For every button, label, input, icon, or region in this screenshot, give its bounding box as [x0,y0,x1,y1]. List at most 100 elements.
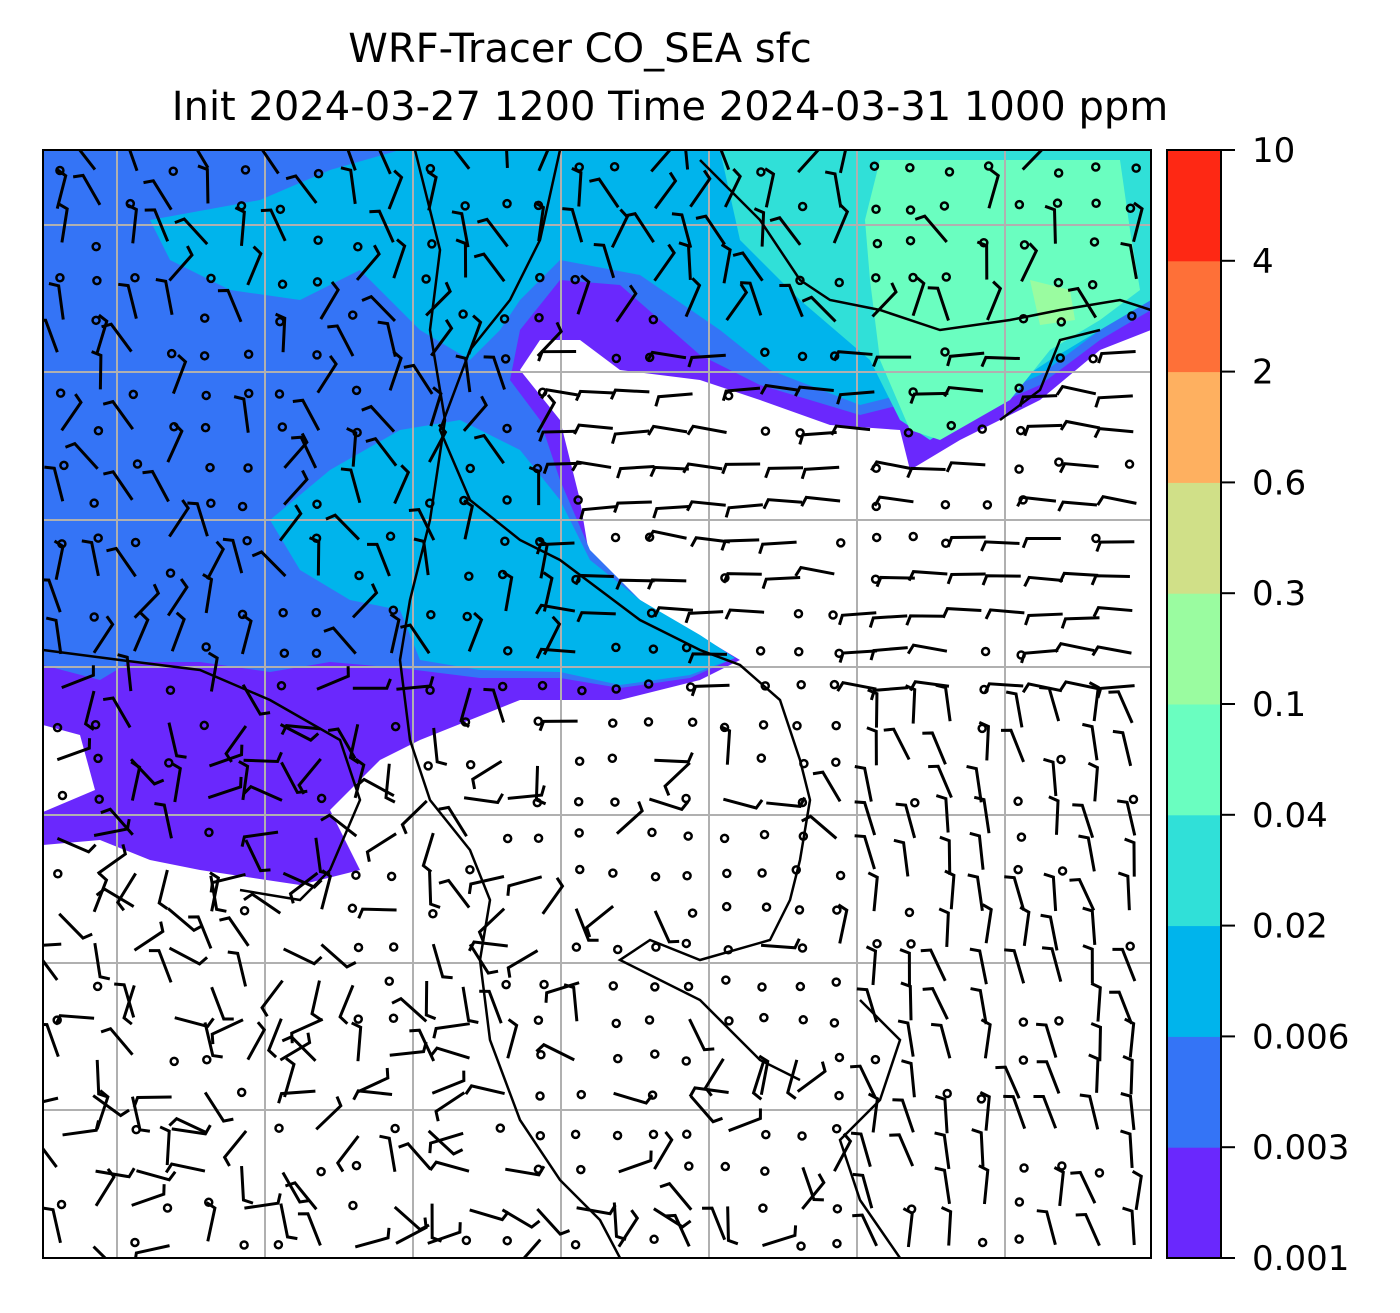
wind-barb [653,1207,692,1229]
wind-barb [762,1225,798,1247]
calm-wind-marker [760,1166,770,1176]
calm-wind-marker [683,831,693,841]
wind-barb [1124,837,1136,877]
calm-wind-marker [461,1235,472,1246]
wind-barb [1059,419,1101,431]
calm-wind-marker [611,353,622,364]
wind-barb [981,574,1021,586]
wind-barb [126,203,139,244]
plot-title-line2: Init 2024-03-27 1200 Time 2024-03-31 100… [171,84,1169,130]
wind-barb [904,684,917,724]
calm-wind-marker [760,681,771,691]
wind-barb [356,1067,390,1094]
calm-wind-marker [791,865,801,875]
wind-barb [43,958,59,981]
wind-barb [824,170,843,208]
wind-barb [43,1023,60,1058]
calm-wind-marker [797,201,808,212]
calm-wind-marker [458,309,468,319]
calm-wind-marker [797,797,808,808]
wind-barb [1019,906,1031,947]
wind-barb [323,626,357,655]
wind-barb [832,350,873,362]
calm-wind-marker [206,498,216,508]
wind-barb [854,765,873,802]
calm-wind-marker [93,753,103,764]
wind-barb [340,166,357,205]
wind-barb [1040,913,1059,951]
wind-barb [914,214,948,243]
wind-barb [369,209,395,243]
wind-barb [102,399,135,431]
calm-wind-marker [682,871,692,881]
wind-barb [1122,1054,1134,1095]
wind-barb [243,751,283,764]
calm-wind-marker [648,644,659,654]
wind-barb [758,1054,770,1096]
wind-barb [794,385,834,397]
calm-wind-marker [462,611,472,622]
calm-wind-marker [946,420,957,431]
wind-barb [751,1060,766,1101]
calm-wind-marker [1014,199,1025,210]
wind-barb [574,389,615,402]
wind-barb [593,243,616,279]
wind-barb [159,1125,171,1166]
wind-barb [361,294,397,322]
calm-wind-marker [201,642,211,652]
wind-barb [563,983,579,1022]
wind-barb [473,252,506,283]
wind-barb [283,1057,296,1098]
wind-barb [387,169,404,210]
wind-barb [83,690,96,731]
calm-wind-marker [93,426,104,436]
wind-barb [197,164,210,204]
calm-wind-marker [1088,354,1098,364]
wind-barb [616,464,655,479]
wind-barb [114,982,136,1018]
calm-wind-marker [1054,1016,1064,1026]
calm-wind-marker [760,347,770,358]
wind-barb [285,174,318,204]
calm-wind-marker [243,463,253,473]
calm-wind-marker [903,427,914,438]
wind-barb [615,284,638,323]
wind-barb [944,869,956,910]
wind-barb [340,467,362,504]
wind-barb [1059,680,1100,692]
wind-barb [875,575,915,588]
calm-wind-marker [1087,279,1098,290]
wind-barb [537,538,549,579]
wind-barb [541,876,565,915]
calm-wind-marker [1052,198,1063,208]
wind-barb [769,216,802,246]
wind-barb [208,744,244,768]
wind-barb [983,682,1024,694]
wind-barb [1095,540,1135,553]
calm-wind-marker [944,167,955,177]
wind-barb [1116,799,1137,836]
calm-wind-marker [834,277,844,288]
wind-barb [1096,494,1137,506]
calm-wind-marker [644,1015,655,1025]
calm-wind-marker [533,1164,544,1175]
wind-barb [132,1095,172,1108]
wind-barb [476,217,509,248]
wind-barb [542,615,562,656]
calm-wind-marker [499,314,510,324]
calm-wind-marker [1128,794,1139,805]
calm-wind-marker [52,722,63,733]
wind-barb [1120,1129,1134,1169]
wind-barb [54,1014,95,1026]
wind-barb [133,611,150,652]
wind-barb [279,1032,312,1062]
calm-wind-marker [682,1129,692,1140]
calm-wind-marker [460,717,471,727]
wind-barb [654,752,694,764]
calm-wind-marker [644,532,655,542]
wind-barb [431,1070,466,1095]
wind-barb [689,1095,723,1124]
wind-barb [308,536,321,576]
wind-barb [611,429,650,445]
concentration-0.04 [865,160,1140,440]
